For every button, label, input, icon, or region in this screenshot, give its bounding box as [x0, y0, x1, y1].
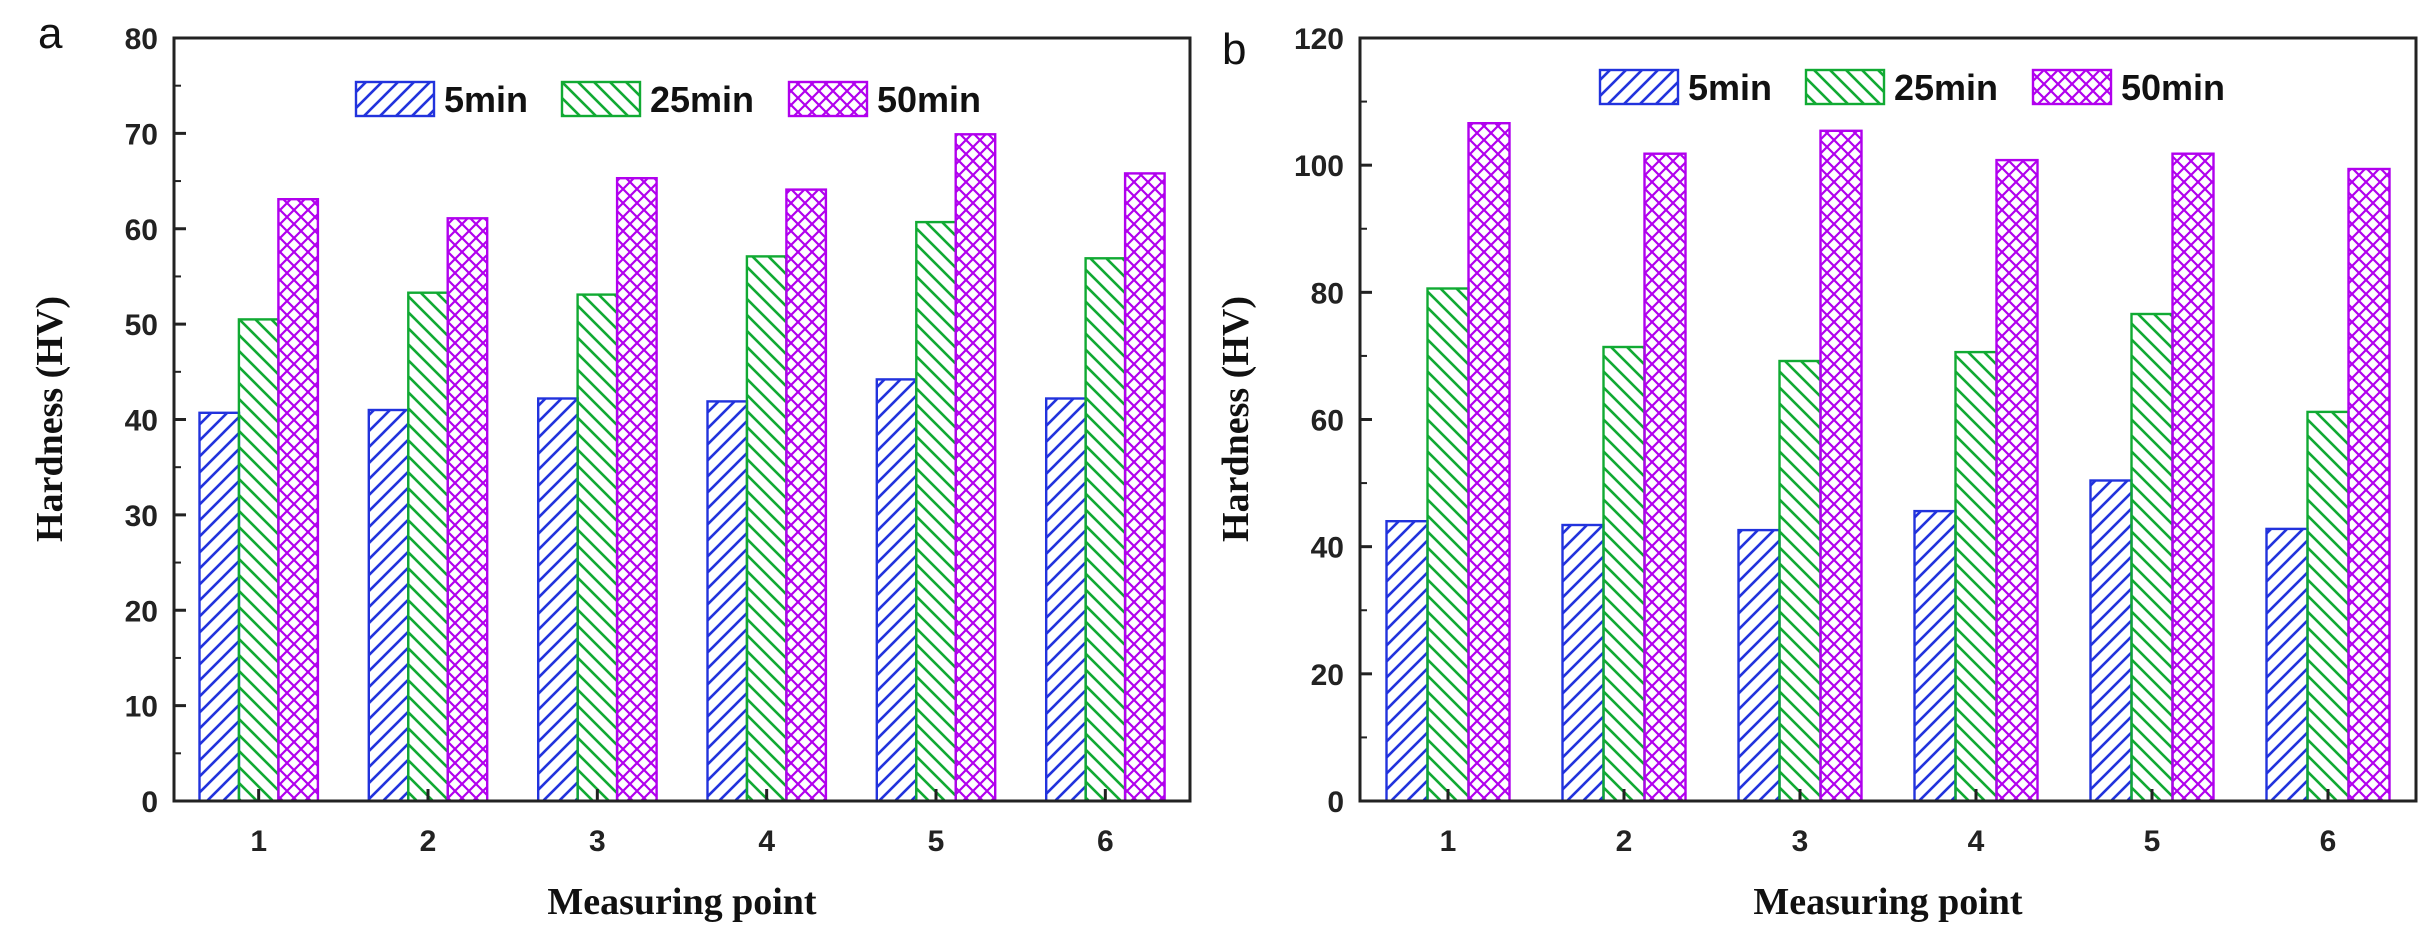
y-tick-label: 20: [125, 595, 158, 628]
panel-label: a: [38, 9, 63, 58]
y-tick-label: 30: [125, 500, 158, 533]
x-tick-label: 2: [420, 825, 437, 858]
legend-swatch-5min: [354, 80, 436, 118]
bar-5min-point-6: [1044, 397, 1087, 803]
y-tick-label: 70: [125, 118, 158, 151]
bar-25min-point-5: [2130, 312, 2174, 803]
x-axis-ticks: 1 2 3 4 5 6: [1440, 789, 2337, 858]
bar-25min-point-1: [237, 318, 280, 803]
x-axis-title: Measuring point: [1753, 881, 2023, 923]
bar-25min-point-4: [1954, 350, 1998, 803]
y-tick-label: 100: [1294, 150, 1344, 183]
bar-5min-point-1: [1385, 520, 1429, 803]
plot-frame: [172, 36, 1192, 803]
bar-5min-point-4: [706, 400, 749, 803]
bar-5min-point-3: [1737, 528, 1781, 803]
y-tick-label: 120: [1294, 23, 1344, 56]
legend-label-50min: 50min: [2121, 67, 2225, 108]
y-tick-label: 20: [1311, 659, 1344, 692]
x-tick-label: 4: [758, 825, 775, 858]
bar-25min-point-3: [576, 293, 619, 803]
x-tick-label: 2: [1616, 825, 1633, 858]
legend-label-5min: 5min: [444, 79, 528, 120]
legend-label-5min: 5min: [1688, 67, 1772, 108]
legend: 5min 25min 50min: [1598, 67, 2225, 108]
bar-50min-point-4: [1995, 158, 2039, 803]
bar-50min-point-5: [954, 133, 997, 803]
bar-5min-point-5: [2089, 479, 2133, 803]
x-tick-label: 3: [1792, 825, 1809, 858]
bar-50min-point-2: [1643, 152, 1687, 803]
y-axis-ticks: 0 20 40 60 80 100 120: [1294, 23, 1372, 819]
bar-50min-point-1: [277, 197, 320, 803]
bar-50min-point-5: [2171, 152, 2215, 803]
bar-5min-point-1: [198, 411, 241, 803]
plot-frame: [1358, 36, 2418, 803]
bar-25min-point-2: [407, 291, 449, 803]
bar-25min-point-1: [1426, 287, 1470, 803]
bar-25min-point-6: [1084, 257, 1127, 803]
bar-5min-point-4: [1913, 509, 1957, 803]
bar-5min-point-6: [2265, 527, 2309, 803]
x-tick-label: 6: [2320, 825, 2337, 858]
y-tick-label: 0: [141, 786, 158, 819]
x-tick-label: 4: [1968, 825, 1985, 858]
x-axis-ticks: 1 2 3 4 5 6: [250, 789, 1114, 858]
y-tick-label: 60: [1311, 405, 1344, 438]
legend-swatch-50min: [2031, 68, 2113, 106]
y-tick-label: 80: [1311, 277, 1344, 310]
bar-25min-point-2: [1602, 345, 1646, 803]
x-tick-label: 5: [928, 825, 945, 858]
bars-group: [198, 133, 1166, 803]
bar-50min-point-1: [1467, 121, 1511, 803]
bars-group: [1385, 121, 2391, 803]
x-tick-label: 6: [1097, 825, 1114, 858]
y-axis-title: Hardness (HV): [1215, 296, 1257, 542]
bar-5min-point-5: [875, 378, 918, 803]
bar-25min-point-6: [2306, 410, 2350, 803]
legend-label-25min: 25min: [1894, 67, 1998, 108]
panel-label: b: [1222, 25, 1246, 74]
bar-50min-point-3: [1819, 129, 1863, 803]
x-axis-title: Measuring point: [547, 881, 817, 923]
legend-label-25min: 25min: [650, 79, 754, 120]
legend-swatch-5min: [1598, 68, 1680, 106]
legend-label-50min: 50min: [877, 79, 981, 120]
y-tick-label: 40: [1311, 532, 1344, 565]
legend-swatch-25min: [1804, 68, 1886, 106]
y-tick-label: 0: [1327, 786, 1344, 819]
y-tick-label: 60: [125, 214, 158, 247]
y-tick-label: 40: [125, 405, 158, 438]
y-axis-title: Hardness (HV): [29, 296, 71, 542]
bar-5min-point-2: [1561, 523, 1605, 803]
y-tick-label: 10: [125, 691, 158, 724]
bar-5min-point-3: [537, 397, 579, 803]
bar-50min-point-6: [1123, 172, 1166, 803]
bar-5min-point-2: [367, 408, 410, 803]
bar-50min-point-3: [615, 176, 658, 803]
bar-50min-point-2: [446, 217, 489, 803]
legend: 5min 25min 50min: [354, 79, 981, 120]
bar-50min-point-4: [785, 188, 828, 803]
bar-25min-point-4: [745, 255, 788, 803]
x-tick-label: 5: [2144, 825, 2161, 858]
x-tick-label: 1: [250, 825, 267, 858]
bar-25min-point-5: [915, 220, 957, 803]
legend-swatch-50min: [787, 80, 869, 118]
y-tick-label: 80: [125, 23, 158, 56]
x-tick-label: 1: [1440, 825, 1457, 858]
y-tick-label: 50: [125, 309, 158, 342]
y-axis-ticks: 0 10 20 30 40 50 60 70 80: [125, 23, 186, 819]
bar-50min-point-6: [2347, 167, 2391, 803]
x-tick-label: 3: [589, 825, 606, 858]
legend-swatch-25min: [560, 80, 642, 118]
bar-25min-point-3: [1778, 359, 1822, 803]
chart-panel-a: a 0 10 20 30 40 50 60 70 80 1 2 3 4 5 6 5min 25min 50mi…: [29, 9, 1192, 923]
